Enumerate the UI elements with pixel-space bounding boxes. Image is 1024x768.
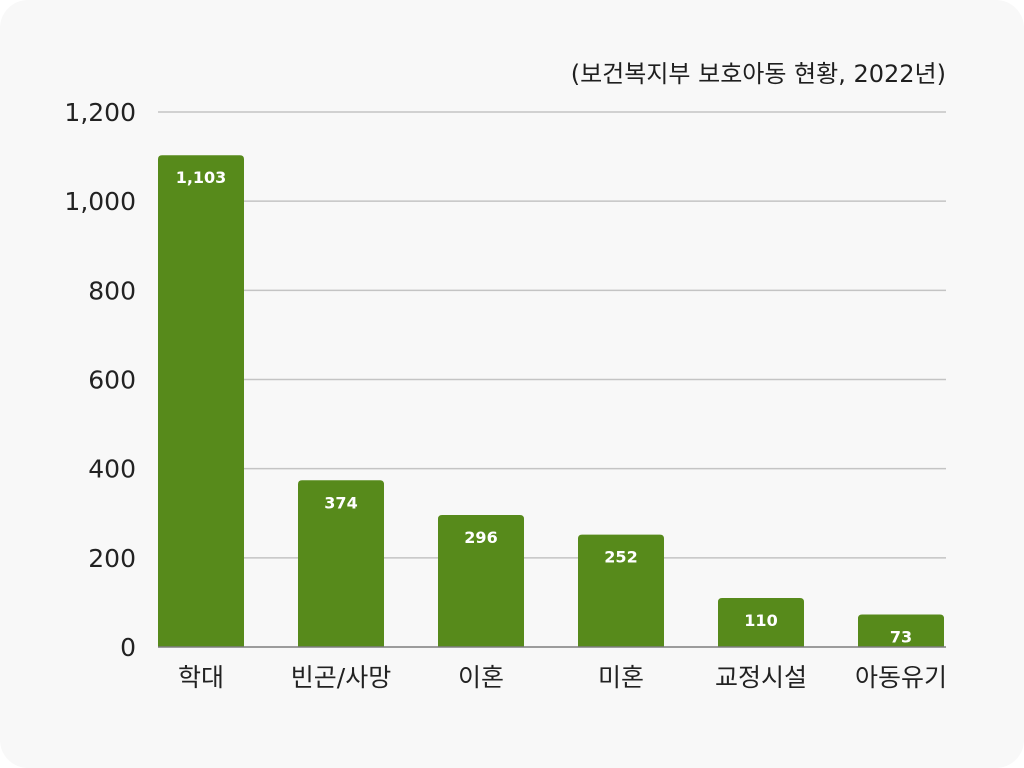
x-tick-label: 교정시설 bbox=[715, 663, 807, 692]
bar-value-label: 374 bbox=[324, 493, 357, 512]
x-axis-labels: 학대 빈곤/사망 이혼 미혼 교정시설 아동유기 bbox=[178, 663, 947, 692]
bar bbox=[858, 614, 944, 647]
bar bbox=[718, 597, 804, 647]
bar-value-labels: 1,103 374 296 252 110 73 bbox=[176, 168, 912, 646]
x-tick-label: 미혼 bbox=[598, 663, 644, 692]
y-tick-label: 800 bbox=[88, 276, 136, 305]
y-tick-label: 200 bbox=[88, 544, 136, 573]
bar-value-label: 1,103 bbox=[176, 168, 227, 187]
y-tick-label: 0 bbox=[120, 633, 136, 662]
bar-value-label: 73 bbox=[890, 627, 912, 646]
y-axis-ticks: 0 200 400 600 800 1,000 1,200 bbox=[64, 98, 136, 662]
bar-value-label: 296 bbox=[464, 528, 497, 547]
bar bbox=[298, 480, 384, 647]
y-tick-label: 400 bbox=[88, 455, 136, 484]
x-tick-label: 이혼 bbox=[458, 663, 504, 692]
gridlines bbox=[158, 111, 946, 559]
bar-value-label: 110 bbox=[744, 611, 777, 630]
x-tick-label: 학대 bbox=[178, 663, 224, 692]
y-tick-label: 1,000 bbox=[64, 187, 136, 216]
bar bbox=[438, 515, 524, 647]
bar bbox=[578, 534, 664, 647]
y-tick-label: 1,200 bbox=[64, 98, 136, 127]
bar-value-label: 252 bbox=[604, 548, 637, 567]
y-tick-label: 600 bbox=[88, 366, 136, 395]
x-tick-label: 빈곤/사망 bbox=[291, 663, 391, 692]
bars bbox=[158, 155, 944, 647]
chart-subtitle: (보건복지부 보호아동 현황, 2022년) bbox=[570, 60, 946, 88]
bar bbox=[158, 155, 244, 647]
x-tick-label: 아동유기 bbox=[855, 663, 947, 692]
